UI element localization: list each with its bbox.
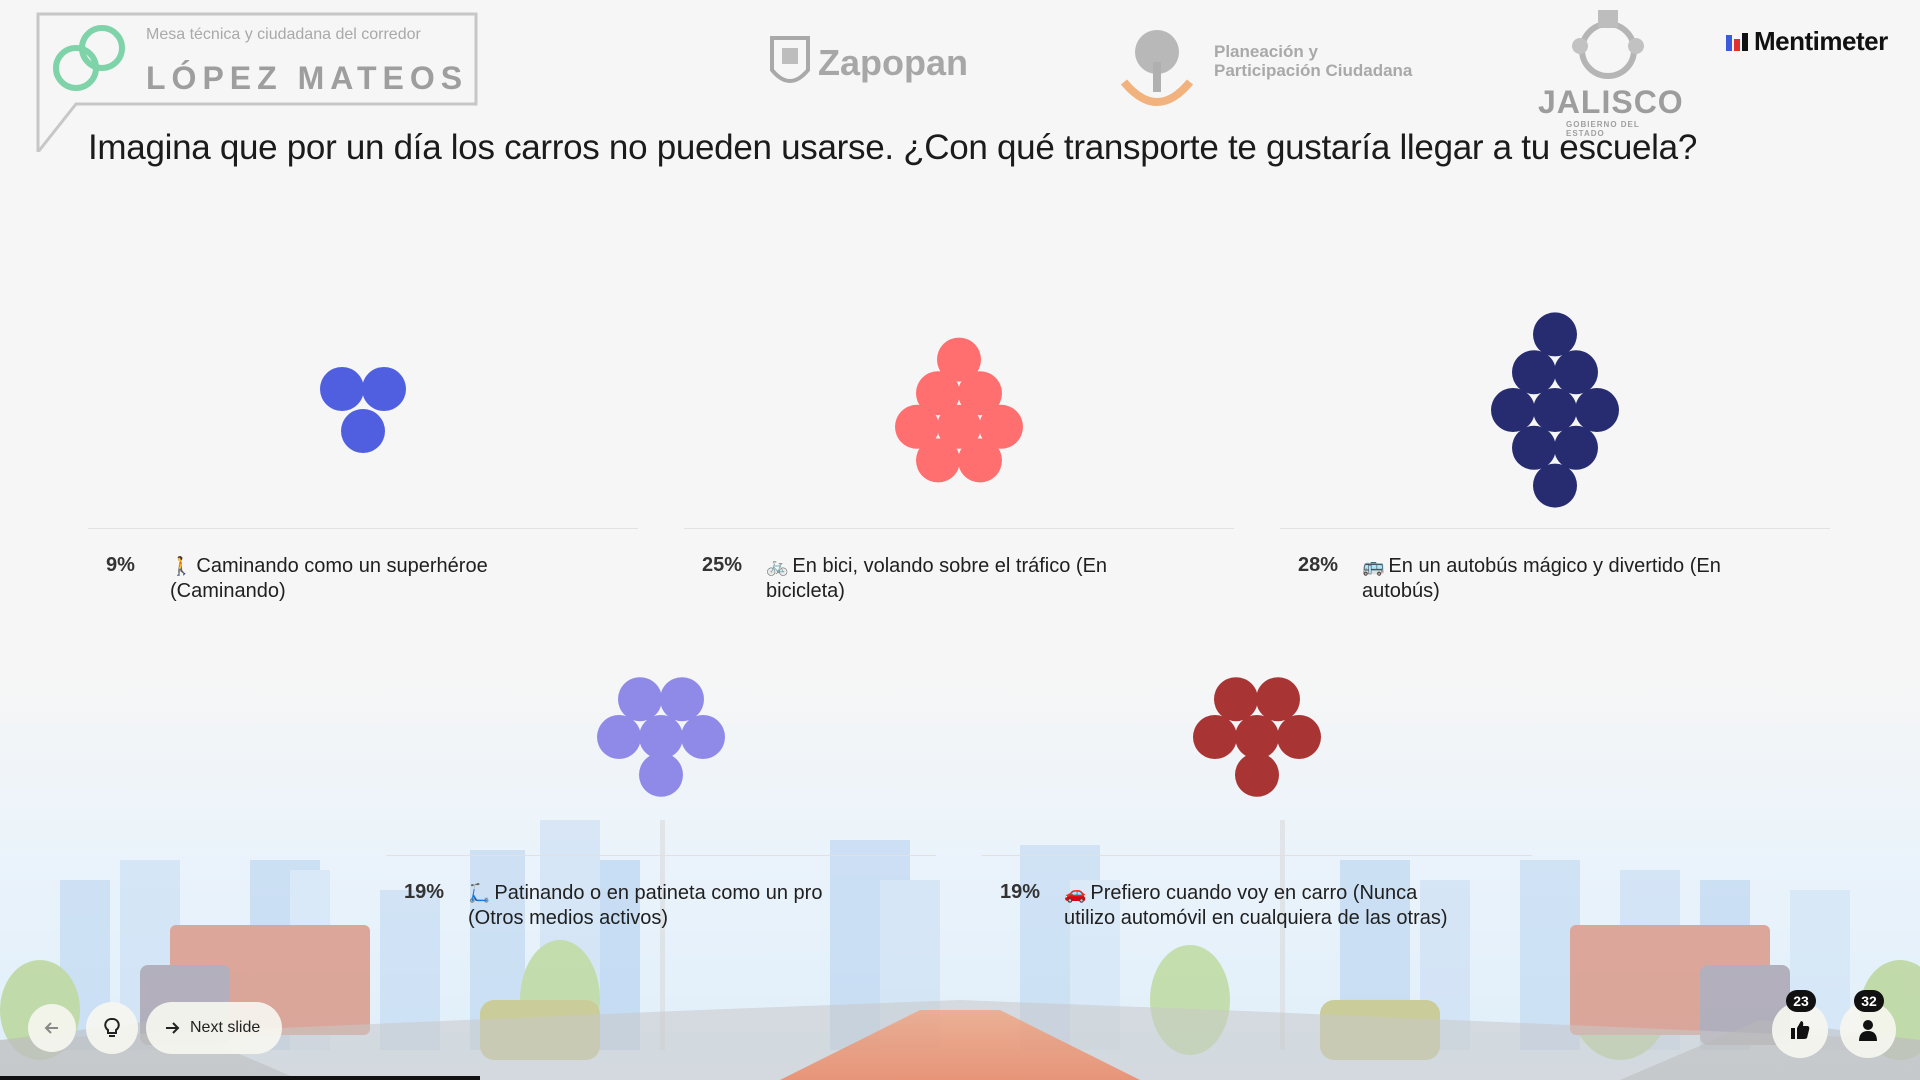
speech-bubble-frame-icon (36, 12, 478, 152)
jalisco-logo: JALISCO GOBIERNO DEL ESTADO (1536, 6, 1683, 138)
vote-dot (1533, 388, 1577, 432)
vote-dot (1554, 425, 1598, 470)
vote-dot (681, 715, 725, 759)
result-dots (320, 367, 406, 453)
vote-dot (1533, 463, 1577, 508)
result-percent: 25% (702, 554, 743, 576)
result-percent: 19% (1000, 881, 1041, 903)
vote-dot (937, 337, 981, 382)
vote-dot (916, 371, 960, 416)
vote-dot (1235, 752, 1279, 797)
result-label: 🚶 Caminando como un superhéroe (Caminando… (170, 555, 488, 602)
vote-dot (639, 715, 683, 759)
result-divider (982, 855, 1532, 856)
reactions-button[interactable]: 23 (1772, 990, 1828, 1058)
jalisco-subtitle: GOBIERNO DEL ESTADO (1566, 120, 1640, 138)
vote-dot (958, 438, 1002, 483)
vote-dot (1193, 715, 1237, 759)
participants-button[interactable]: 32 (1840, 990, 1896, 1058)
result-divider (88, 528, 638, 529)
result-dots (895, 337, 1023, 483)
vote-dot (1235, 715, 1279, 759)
vote-dot (597, 715, 641, 759)
vote-dot (639, 752, 683, 797)
jalisco-coat-of-arms-icon (1572, 10, 1644, 79)
vote-dot (1214, 677, 1258, 722)
result-label: 🚗 Prefiero cuando voy en carro (Nunca uti… (1064, 882, 1448, 929)
vote-dot (320, 367, 364, 411)
vote-dot (362, 367, 406, 411)
scooter-icon: 🛴 (468, 883, 491, 904)
mentimeter-brand: Mentimeter (1726, 26, 1888, 57)
hint-button[interactable] (86, 1002, 138, 1054)
vote-dot (958, 371, 1002, 416)
lightbulb-icon (104, 1017, 120, 1037)
result-divider (1280, 528, 1830, 529)
presentation-progress-bar (0, 1076, 480, 1080)
vote-dot (937, 404, 981, 449)
arrow-right-icon (166, 1022, 180, 1034)
bicycle-icon: 🚲 (766, 556, 789, 577)
vote-dot (341, 409, 385, 453)
vote-dot (1512, 350, 1556, 395)
mesa-tecnica-logo: Mesa técnica y ciudadana del corredor LÓ… (36, 12, 484, 152)
result-dots (1491, 312, 1619, 508)
bus-icon: 🚌 (1362, 556, 1385, 577)
jalisco-wordmark: JALISCO (1538, 84, 1684, 120)
vote-dot (895, 404, 939, 449)
result-dots (1193, 677, 1321, 797)
vote-dot (618, 677, 662, 722)
arrow-left-icon (44, 1022, 58, 1034)
next-slide-button[interactable]: Next slide (146, 1002, 282, 1054)
planeacion-wordmark: Planeación y Participación Ciudadana (1214, 42, 1413, 80)
walking-person-icon: 🚶 (170, 556, 193, 577)
person-icon (1859, 1020, 1877, 1041)
result-dots (597, 677, 725, 797)
result-divider (386, 855, 936, 856)
vote-dot (660, 677, 704, 722)
car-icon: 🚗 (1064, 883, 1087, 904)
vote-dot (1533, 312, 1577, 357)
result-percent: 28% (1298, 554, 1339, 576)
result-label: 🚲 En bici, volando sobre el tráfico (En b… (766, 555, 1108, 602)
result-label: 🚌 En un autobús mágico y divertido (En au… (1362, 555, 1721, 602)
planeacion-tree-icon (1120, 30, 1194, 106)
result-percent: 9% (106, 554, 135, 576)
next-slide-label: Next slide (190, 1019, 261, 1036)
vote-dot (1554, 350, 1598, 395)
planeacion-logo: Planeación y Participación Ciudadana (1112, 22, 1462, 112)
previous-slide-button[interactable] (28, 1004, 76, 1052)
zapopan-logo: Zapopan (766, 30, 1006, 94)
vote-dot (979, 404, 1023, 449)
mesa-subtitle: Mesa técnica y ciudadana del corredor (146, 26, 421, 43)
mesa-title: LÓPEZ MATEOS (146, 60, 469, 96)
vote-dot (1575, 388, 1619, 432)
vote-dot (1256, 677, 1300, 722)
vote-dot (1512, 425, 1556, 470)
zapopan-wordmark: Zapopan (818, 42, 968, 83)
vote-dot (1277, 715, 1321, 759)
vote-dot (1491, 388, 1535, 432)
result-label: 🛴 Patinando o en patineta como un pro (Ot… (468, 882, 823, 929)
mentimeter-logo-icon (1726, 32, 1748, 51)
vote-dot (916, 438, 960, 483)
result-percent: 19% (404, 881, 445, 903)
thumbs-up-icon (1791, 1021, 1810, 1039)
question-title: Imagina que por un día los carros no pue… (88, 128, 1697, 167)
reactions-count-badge: 23 (1786, 990, 1816, 1012)
zapopan-shield-icon (770, 36, 810, 83)
mentimeter-wordmark: Mentimeter (1754, 26, 1888, 56)
participants-count-badge: 32 (1854, 990, 1884, 1012)
result-divider (684, 528, 1234, 529)
